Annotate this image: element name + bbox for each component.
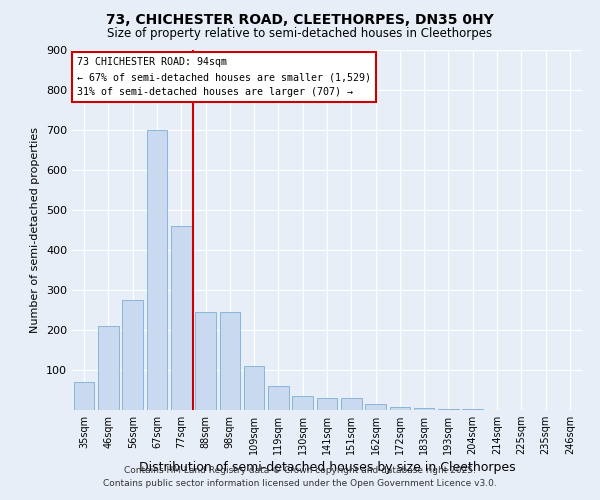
Bar [317,398,337,410]
Bar [341,398,362,410]
Bar [389,407,410,410]
X-axis label: Distribution of semi-detached houses by size in Cleethorpes: Distribution of semi-detached houses by … [139,462,515,474]
Bar [268,386,289,410]
Bar [146,130,167,410]
Bar [98,326,119,410]
Bar [292,396,313,410]
Bar [438,409,459,410]
Y-axis label: Number of semi-detached properties: Number of semi-detached properties [31,127,40,333]
Bar [244,366,265,410]
Bar [365,404,386,410]
Bar [171,226,191,410]
Bar [463,409,483,410]
Text: 73, CHICHESTER ROAD, CLEETHORPES, DN35 0HY: 73, CHICHESTER ROAD, CLEETHORPES, DN35 0… [106,12,494,26]
Bar [220,312,240,410]
Text: Contains HM Land Registry data © Crown copyright and database right 2025.
Contai: Contains HM Land Registry data © Crown c… [103,466,497,487]
Bar [74,382,94,410]
Bar [195,312,216,410]
Bar [414,408,434,410]
Bar [122,300,143,410]
Text: 73 CHICHESTER ROAD: 94sqm
← 67% of semi-detached houses are smaller (1,529)
31% : 73 CHICHESTER ROAD: 94sqm ← 67% of semi-… [77,57,371,97]
Text: Size of property relative to semi-detached houses in Cleethorpes: Size of property relative to semi-detach… [107,28,493,40]
